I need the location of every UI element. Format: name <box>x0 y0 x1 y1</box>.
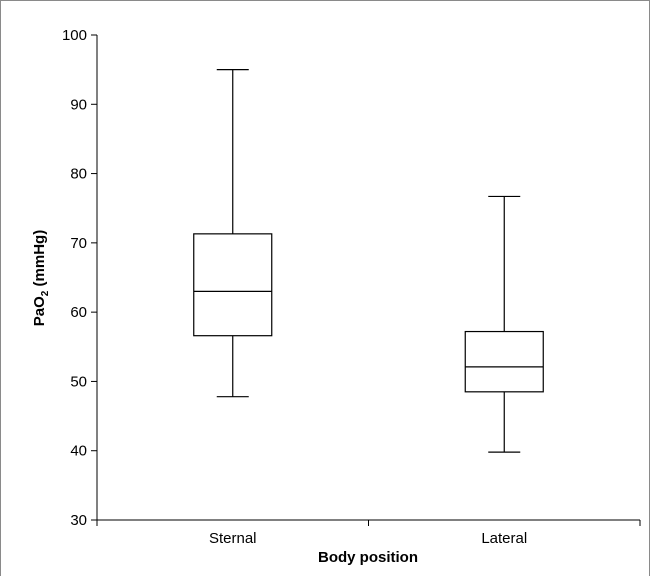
box-lateral <box>464 195 544 453</box>
y-tick-label: 40 <box>70 443 87 460</box>
y-axis-title-suffix: (mmHg) <box>31 230 48 291</box>
y-tick-label: 70 <box>70 235 87 252</box>
y-axis-title-prefix: PaO <box>31 296 48 326</box>
iqr-box <box>464 330 544 393</box>
box-sternal <box>193 69 273 398</box>
y-axis-title-subscript: 2 <box>40 290 51 296</box>
iqr-box <box>193 233 273 337</box>
y-tick-label: 90 <box>70 96 87 113</box>
boxes <box>193 69 544 453</box>
y-axis-title: PaO2 (mmHg) <box>31 230 51 326</box>
y-tick-label: 50 <box>70 373 87 390</box>
x-axis: Sternal Lateral <box>96 519 641 547</box>
y-tick-label: 30 <box>70 512 87 529</box>
y-tick-label: 100 <box>62 27 87 44</box>
x-tick-label: Lateral <box>481 530 527 547</box>
y-tick-label: 60 <box>70 304 87 321</box>
y-axis: 30 40 50 60 70 80 90 100 <box>62 27 98 529</box>
x-tick-label: Sternal <box>209 530 257 547</box>
y-tick-label: 80 <box>70 166 87 183</box>
x-axis-title: Body position <box>318 549 418 566</box>
